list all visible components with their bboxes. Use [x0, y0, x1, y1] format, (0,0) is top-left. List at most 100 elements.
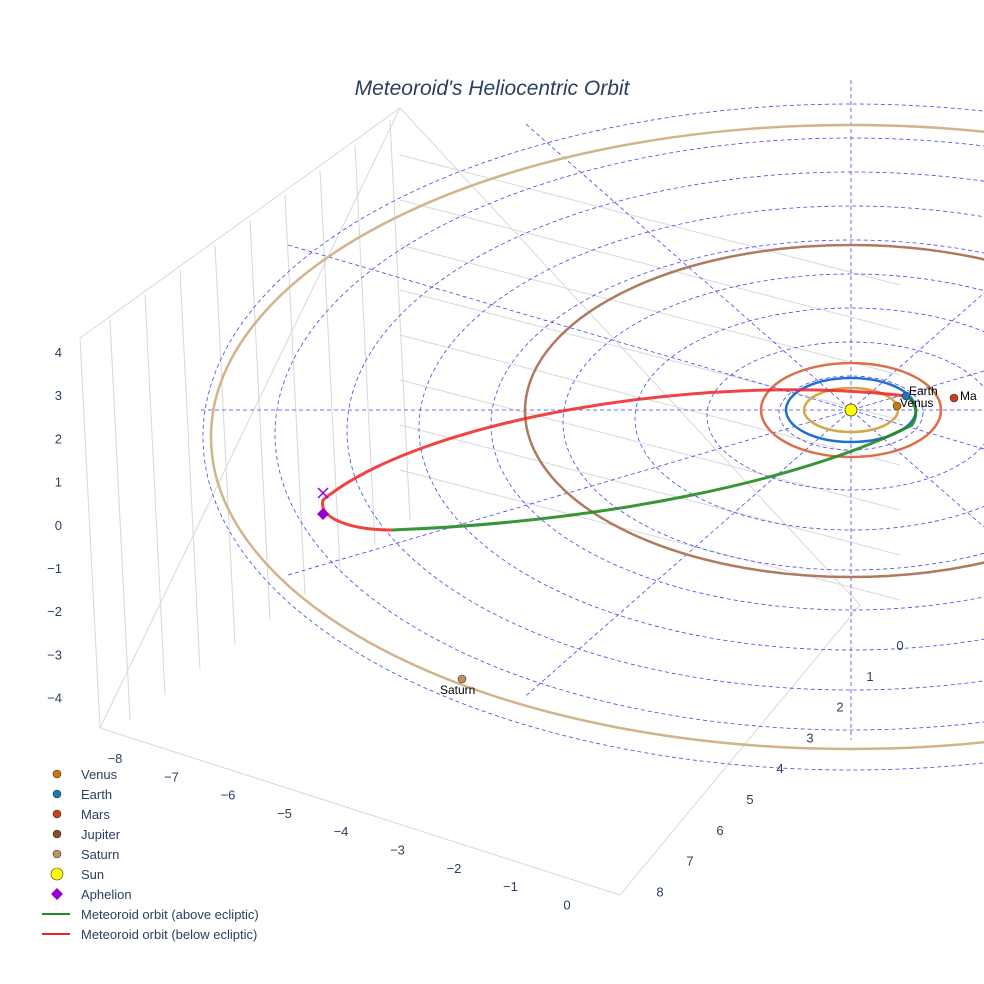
x-tick [300, 796, 313, 808]
grid-line [109, 319, 131, 721]
x-tick-label: −6 [221, 788, 236, 803]
x-tick [582, 887, 595, 899]
z-tick [78, 556, 92, 564]
x-tick [243, 778, 256, 790]
legend: Venus Earth Mars Jupiter Saturn Sun Aphelion Me… [42, 767, 259, 942]
y-tick-label: 8 [656, 884, 663, 899]
z-tick-label: 4 [55, 345, 62, 360]
grid-line [179, 269, 201, 671]
grid-line [249, 219, 271, 621]
grid-radial [525, 292, 984, 697]
grid-circle [634, 307, 984, 531]
legend-label: Meteoroid orbit (above ecliptic) [81, 907, 259, 922]
z-tick [78, 642, 92, 650]
z-tick-label: −2 [47, 604, 62, 619]
x-tick-label: −2 [447, 861, 462, 876]
grid-line [214, 244, 236, 646]
legend-mars-icon [52, 809, 62, 819]
z-tick-label: −1 [47, 561, 62, 576]
x-tick-label: −8 [108, 751, 123, 766]
x-tick [413, 833, 426, 845]
y-tick [785, 720, 800, 728]
legend-label: Sun [81, 867, 104, 882]
y-tick-label: 4 [776, 761, 783, 776]
aphelion-x-marker [317, 487, 329, 499]
axis-edge [99, 107, 401, 729]
saturn-label: Saturn [440, 683, 475, 697]
legend-sun-icon [50, 867, 64, 881]
z-tick-label: 0 [55, 518, 62, 533]
legend-earth-icon [52, 789, 62, 799]
y-tick-label: 7 [686, 854, 693, 869]
legend-saturn-icon [52, 849, 62, 859]
z-tick-label: −3 [47, 647, 62, 662]
legend-jupiter-icon [52, 829, 62, 839]
grid-line [319, 169, 341, 571]
axis-box [79, 107, 901, 896]
y-tick [725, 782, 740, 790]
z-tick-label: 2 [55, 431, 62, 446]
legend-label: Saturn [81, 847, 119, 862]
earth-marker [901, 391, 911, 401]
y-tick [815, 690, 830, 698]
z-tick [78, 513, 92, 521]
x-tick-label: −7 [164, 769, 179, 784]
y-tick [875, 628, 890, 636]
z-tick [78, 383, 92, 391]
axis-edge [619, 604, 861, 896]
grid-circle [490, 239, 984, 611]
x-tick-label: −3 [390, 843, 405, 858]
x-tick [187, 759, 200, 771]
grid-line [399, 334, 901, 466]
grid-line [399, 244, 901, 376]
axis-edge [399, 107, 861, 606]
x-tick-label: −5 [277, 806, 292, 821]
x-tick-label: −1 [503, 879, 518, 894]
y-tick-label: 5 [746, 792, 753, 807]
orbit-mars [759, 361, 943, 459]
grid-line [399, 379, 901, 511]
legend-label: Aphelion [81, 887, 132, 902]
x-tick-label: −4 [334, 824, 349, 839]
grid-line [144, 294, 166, 696]
x-tick [469, 851, 482, 863]
axis-edge [99, 727, 621, 896]
legend-aphelion-icon [51, 888, 63, 900]
mars-label: Ma [960, 389, 977, 403]
y-tick-label: 0 [896, 638, 903, 653]
y-tick [635, 874, 650, 882]
grid-circle [418, 205, 984, 651]
z-tick [78, 599, 92, 607]
legend-venus-icon [52, 769, 62, 779]
grid-line [399, 199, 901, 331]
axis-edge [79, 107, 401, 339]
z-tick-label: 3 [55, 388, 62, 403]
x-tick-label: 0 [563, 897, 570, 912]
y-tick [755, 751, 770, 759]
x-tick [526, 869, 539, 881]
y-tick [695, 813, 710, 821]
grid-line [284, 194, 306, 596]
y-tick-label: 1 [866, 669, 873, 684]
grid-circle [274, 137, 984, 731]
z-tick [78, 470, 92, 478]
meteoroid-orbit-below [321, 388, 907, 532]
mars-marker [949, 393, 959, 403]
y-tick [845, 659, 860, 667]
y-tick [665, 844, 680, 852]
y-tick-label: 3 [806, 730, 813, 745]
sun-marker [844, 403, 858, 417]
legend-label: Jupiter [81, 827, 121, 842]
legend-label: Earth [81, 787, 112, 802]
venus-marker [892, 401, 902, 411]
axis-edge [79, 337, 101, 729]
aphelion-marker [317, 508, 329, 520]
z-tick [78, 686, 92, 694]
grid-circle [346, 171, 984, 691]
y-tick-label: 6 [716, 823, 723, 838]
grid-line [399, 424, 901, 556]
x-tick [356, 814, 369, 826]
saturn-marker [457, 674, 467, 684]
